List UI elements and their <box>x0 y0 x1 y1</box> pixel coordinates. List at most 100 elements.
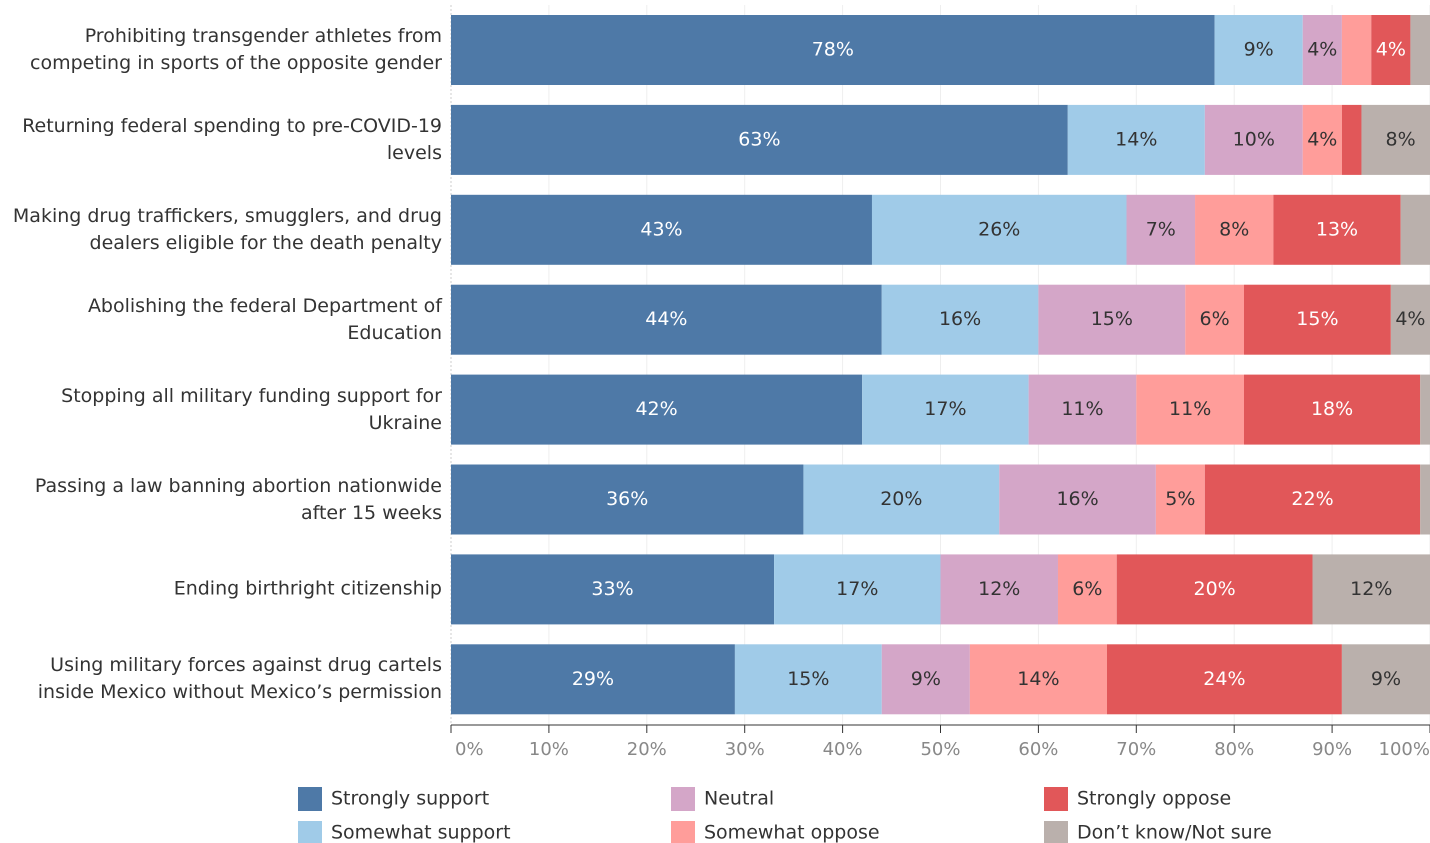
bar-segment <box>1273 194 1401 265</box>
bar-segment <box>1312 554 1430 625</box>
data-label: 5% <box>1165 488 1195 510</box>
x-tick-label: 60% <box>1018 739 1058 760</box>
data-label: 24% <box>1203 668 1245 690</box>
legend-label: Strongly oppose <box>1077 788 1231 810</box>
data-label: 22% <box>1291 488 1333 510</box>
bar-segment <box>1195 194 1274 265</box>
data-label: 17% <box>924 398 966 420</box>
category-label: Using military forces against drug carte… <box>37 654 442 704</box>
bar-segment <box>1420 374 1430 445</box>
bar-segment <box>881 284 1039 355</box>
data-label: 4% <box>1395 308 1425 330</box>
bar-segment <box>1420 464 1430 535</box>
data-label: 9% <box>911 668 941 690</box>
bar-segment <box>1204 464 1421 535</box>
legend-label: Somewhat support <box>331 822 511 843</box>
data-label: 14% <box>1115 128 1157 150</box>
bar-segment <box>969 644 1107 715</box>
data-label: 12% <box>978 578 1020 600</box>
data-label: 26% <box>978 218 1020 240</box>
bar-segment <box>1302 15 1342 85</box>
data-label: 7% <box>1146 218 1176 240</box>
bar-segment <box>1341 644 1430 715</box>
bar-segment <box>451 15 1215 85</box>
data-label: 15% <box>1296 308 1338 330</box>
data-label: 4% <box>1376 39 1406 61</box>
data-label: 4% <box>1307 39 1337 61</box>
data-label: 4% <box>1307 128 1337 150</box>
data-label: 6% <box>1072 578 1102 600</box>
data-label: 20% <box>1194 578 1236 600</box>
category-label: Abolishing the federal Department of Edu… <box>87 294 442 344</box>
category-label: Returning federal spending to pre-COVID-… <box>22 114 442 164</box>
legend-swatch <box>1044 821 1068 843</box>
x-tick-label: 100% <box>1379 739 1430 760</box>
bar-segment <box>1302 104 1342 175</box>
bar-segment <box>1400 194 1430 265</box>
bar-segment <box>999 464 1156 535</box>
category-label: Ending birthright citizenship <box>173 577 442 600</box>
bar-segment <box>774 554 941 625</box>
bar-segment <box>1243 284 1391 355</box>
data-label: 8% <box>1386 128 1416 150</box>
data-label: 11% <box>1169 398 1211 420</box>
category-label: Making drug traffickers, smugglers, and … <box>12 204 442 254</box>
bar-segment <box>1067 104 1205 175</box>
bar-segment <box>940 554 1058 625</box>
category-label: Prohibiting transgender athletes from co… <box>30 25 442 74</box>
bar-segment <box>1028 374 1137 445</box>
data-label: 18% <box>1311 398 1353 420</box>
bar-segment <box>451 464 804 535</box>
data-label: 17% <box>836 578 878 600</box>
legend-swatch <box>671 787 695 811</box>
bar-segment <box>862 374 1029 445</box>
x-tick-label: 40% <box>823 739 863 760</box>
bar-segment <box>1214 15 1303 85</box>
bar-segment <box>1371 15 1411 85</box>
legend-swatch <box>298 821 322 843</box>
data-label: 11% <box>1061 398 1103 420</box>
bar-segment <box>1106 644 1342 715</box>
data-label: 78% <box>812 39 854 61</box>
bar-segment <box>1057 554 1117 625</box>
category-label: Passing a law banning abortion nationwid… <box>34 474 442 524</box>
bar-segment <box>734 644 882 715</box>
x-tick-label: 90% <box>1312 739 1352 760</box>
bar-segment <box>451 374 863 445</box>
data-label: 15% <box>787 668 829 690</box>
bar-segment <box>1116 554 1313 625</box>
legend-swatch <box>671 821 695 843</box>
data-label: 10% <box>1233 128 1275 150</box>
bar-segment <box>1243 374 1421 445</box>
data-label: 15% <box>1091 308 1133 330</box>
bar-segment <box>451 194 872 265</box>
bar-segment <box>881 644 970 715</box>
bar-segment <box>451 284 882 355</box>
data-label: 44% <box>645 308 687 330</box>
legend-label: Somewhat oppose <box>704 822 880 843</box>
bar-segment <box>1136 374 1244 445</box>
legend-label: Strongly support <box>331 788 489 810</box>
legend-swatch <box>298 787 322 811</box>
data-label: 14% <box>1017 668 1059 690</box>
data-label: 20% <box>880 488 922 510</box>
legend-swatch <box>1044 787 1068 811</box>
data-label: 16% <box>939 308 981 330</box>
x-tick-label: 10% <box>529 739 569 760</box>
data-label: 29% <box>572 668 614 690</box>
data-label: 42% <box>635 398 677 420</box>
data-label: 16% <box>1056 488 1098 510</box>
data-label: 33% <box>591 578 633 600</box>
bar-segment <box>1341 104 1362 175</box>
data-label: 12% <box>1350 578 1392 600</box>
bar-segment <box>1390 284 1430 355</box>
data-label: 43% <box>640 218 682 240</box>
bar-segment <box>871 194 1127 265</box>
data-label: 8% <box>1219 218 1249 240</box>
data-label: 13% <box>1316 218 1358 240</box>
legend-label: Neutral <box>704 788 774 810</box>
data-label: 9% <box>1244 39 1274 61</box>
bar-segment <box>451 554 775 625</box>
x-tick-label: 70% <box>1116 739 1156 760</box>
